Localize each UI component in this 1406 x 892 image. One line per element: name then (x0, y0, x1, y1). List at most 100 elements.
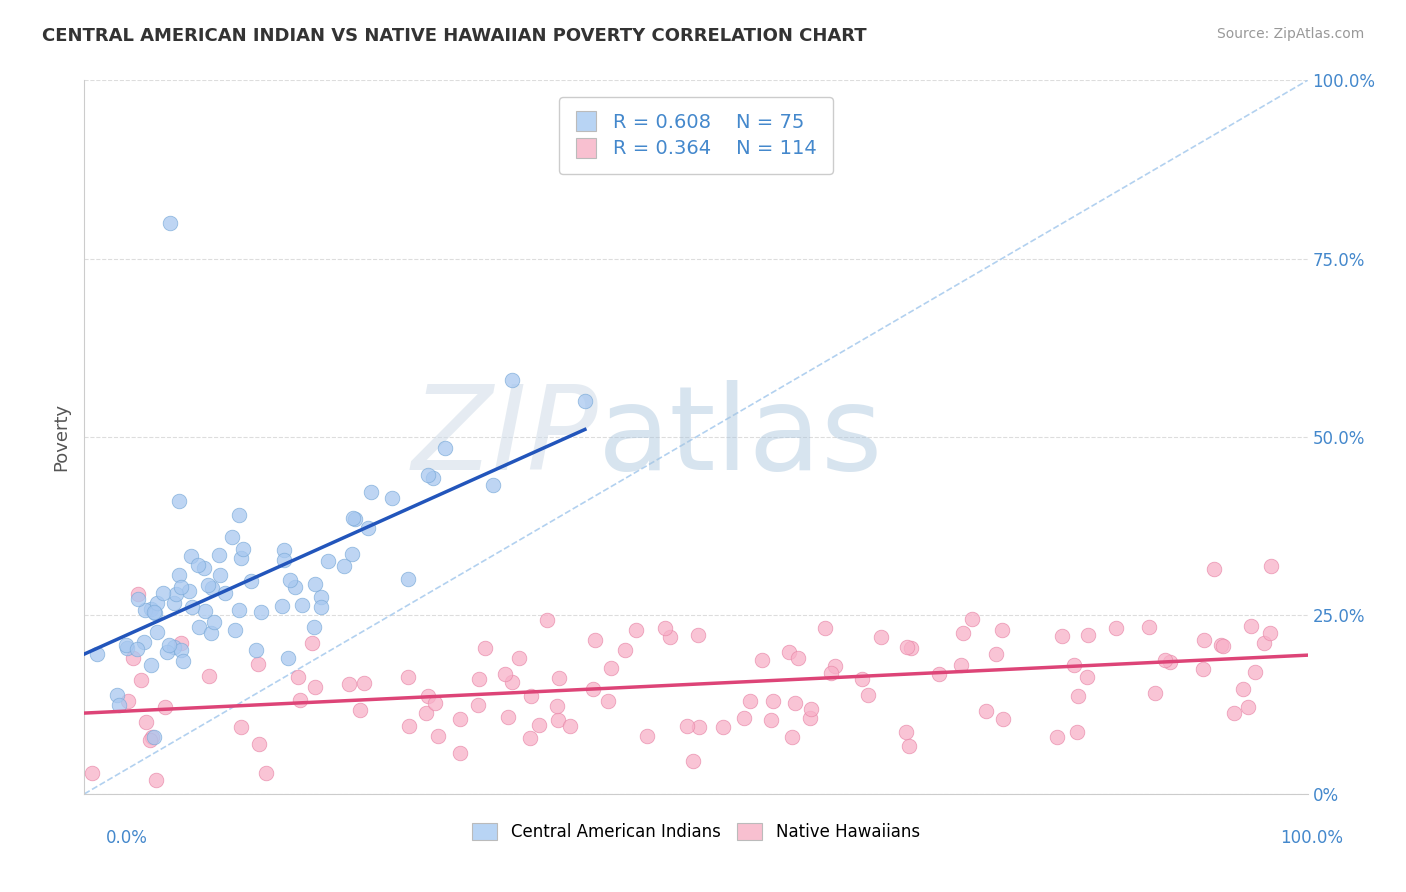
Point (1244, 665, 1267, 679)
Point (501, 674, 523, 689)
Point (170, 636, 193, 650)
Point (1159, 655, 1181, 669)
Point (129, 673, 152, 687)
Point (311, 590, 333, 604)
Point (894, 725, 917, 739)
Point (145, 625, 167, 640)
Point (170, 642, 193, 657)
Point (449, 712, 471, 726)
Point (527, 718, 550, 732)
Point (221, 530, 243, 544)
Point (188, 620, 211, 634)
Point (273, 542, 295, 557)
Point (157, 638, 180, 652)
Point (548, 671, 571, 685)
Text: Source: ZipAtlas.com: Source: ZipAtlas.com (1216, 27, 1364, 41)
Point (1063, 658, 1085, 673)
Point (960, 611, 983, 625)
Point (740, 693, 762, 707)
Point (582, 681, 605, 696)
Point (614, 642, 637, 657)
Point (287, 670, 309, 684)
Point (688, 720, 710, 734)
Point (122, 650, 145, 665)
Point (208, 548, 231, 562)
Point (142, 730, 165, 744)
Point (799, 711, 821, 725)
Point (167, 567, 190, 582)
Point (1222, 706, 1244, 721)
Point (139, 732, 162, 747)
Point (598, 694, 620, 708)
Point (127, 587, 149, 601)
Point (952, 626, 974, 640)
Point (1104, 622, 1126, 636)
Point (1067, 689, 1090, 703)
Point (170, 580, 193, 594)
Point (309, 600, 332, 615)
Point (197, 669, 219, 683)
Text: ZIP: ZIP (412, 380, 598, 494)
Point (228, 508, 250, 522)
Point (271, 599, 294, 613)
Point (711, 720, 734, 734)
Point (787, 650, 810, 665)
Point (172, 654, 194, 668)
Point (127, 592, 149, 607)
Point (156, 645, 179, 659)
Point (1232, 681, 1254, 696)
Point (197, 578, 219, 592)
Point (423, 696, 446, 710)
Point (546, 699, 568, 714)
Point (167, 494, 190, 508)
Point (134, 635, 156, 649)
Point (280, 573, 302, 587)
Point (1253, 635, 1275, 649)
Point (304, 576, 326, 591)
Point (342, 510, 364, 524)
Point (180, 549, 202, 563)
Point (991, 624, 1014, 638)
Point (976, 704, 998, 718)
Point (340, 547, 363, 561)
Point (1139, 620, 1161, 634)
Point (898, 739, 921, 753)
Point (105, 688, 128, 702)
Point (201, 582, 224, 596)
Point (115, 640, 138, 655)
Point (396, 670, 419, 684)
Point (186, 558, 208, 572)
Point (659, 631, 682, 645)
Point (474, 640, 496, 655)
Point (626, 624, 648, 638)
Point (209, 567, 232, 582)
Point (778, 645, 800, 659)
Point (1077, 627, 1099, 641)
Point (1212, 640, 1234, 654)
Point (333, 559, 356, 574)
Point (502, 373, 524, 387)
Point (1202, 562, 1225, 576)
Point (520, 690, 543, 704)
Point (1258, 625, 1281, 640)
Point (249, 606, 271, 620)
Point (181, 599, 204, 614)
Point (851, 673, 873, 687)
Point (870, 630, 893, 644)
Point (224, 624, 246, 638)
Point (80, 766, 103, 780)
Point (762, 694, 785, 708)
Point (163, 640, 186, 655)
Point (426, 730, 449, 744)
Point (398, 719, 420, 733)
Point (135, 714, 157, 729)
Point (1211, 638, 1233, 652)
Point (1045, 730, 1067, 744)
Point (824, 658, 846, 673)
Point (482, 477, 505, 491)
Point (202, 615, 225, 629)
Point (761, 714, 783, 728)
Point (991, 712, 1014, 726)
Point (1192, 632, 1215, 647)
Point (301, 636, 323, 650)
